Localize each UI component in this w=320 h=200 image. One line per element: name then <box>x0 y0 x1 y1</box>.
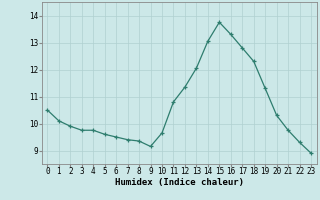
X-axis label: Humidex (Indice chaleur): Humidex (Indice chaleur) <box>115 178 244 187</box>
